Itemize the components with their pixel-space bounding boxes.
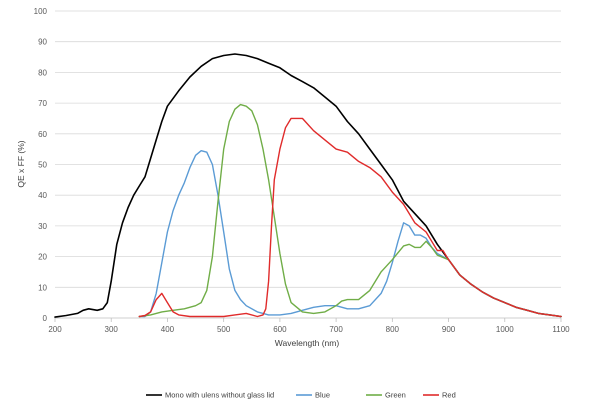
y-tick-label: 20 (38, 253, 47, 262)
y-tick-label: 0 (43, 314, 48, 323)
x-tick-label: 200 (48, 325, 62, 334)
y-tick-label: 60 (38, 130, 47, 139)
y-tick-label: 10 (38, 283, 47, 292)
series-line-red (138, 117, 562, 318)
x-tick-label: 500 (217, 325, 231, 334)
x-tick-label: 1100 (552, 325, 570, 334)
y-tick-label: 100 (34, 7, 48, 16)
series-lines (54, 53, 562, 318)
series-line-green (138, 103, 562, 318)
legend-label: Green (385, 391, 406, 400)
x-tick-label: 700 (329, 325, 343, 334)
legend-label: Red (442, 391, 456, 400)
x-tick-label: 600 (273, 325, 287, 334)
x-tick-label: 400 (161, 325, 175, 334)
y-tick-label: 70 (38, 99, 47, 108)
y-tick-label: 90 (38, 38, 47, 47)
legend-label: Blue (315, 391, 330, 400)
y-tick-label: 80 (38, 68, 47, 77)
x-tick-label: 900 (442, 325, 456, 334)
series-line-mono-with-ulens-without-glass-lid (54, 53, 562, 318)
y-tick-label: 50 (38, 161, 47, 170)
y-axis-label: QE x FF (%) (16, 140, 26, 187)
y-tick-label: 30 (38, 222, 47, 231)
x-tick-label: 300 (105, 325, 119, 334)
series-line-blue (138, 150, 562, 318)
y-tick-label: 40 (38, 191, 47, 200)
legend-label: Mono with ulens without glass lid (165, 391, 274, 400)
gridlines (55, 10, 561, 319)
x-axis-label: Wavelength (nm) (275, 338, 340, 348)
y-axis-ticks: 0 10 20 30 40 50 60 70 80 90 100 (34, 7, 48, 323)
x-axis-ticks: 200 300 400 500 600 700 800 900 1000 1100 (48, 318, 570, 334)
x-tick-label: 1000 (496, 325, 514, 334)
legend: Mono with ulens without glass lid Blue Gre… (146, 391, 456, 400)
x-tick-label: 800 (386, 325, 400, 334)
